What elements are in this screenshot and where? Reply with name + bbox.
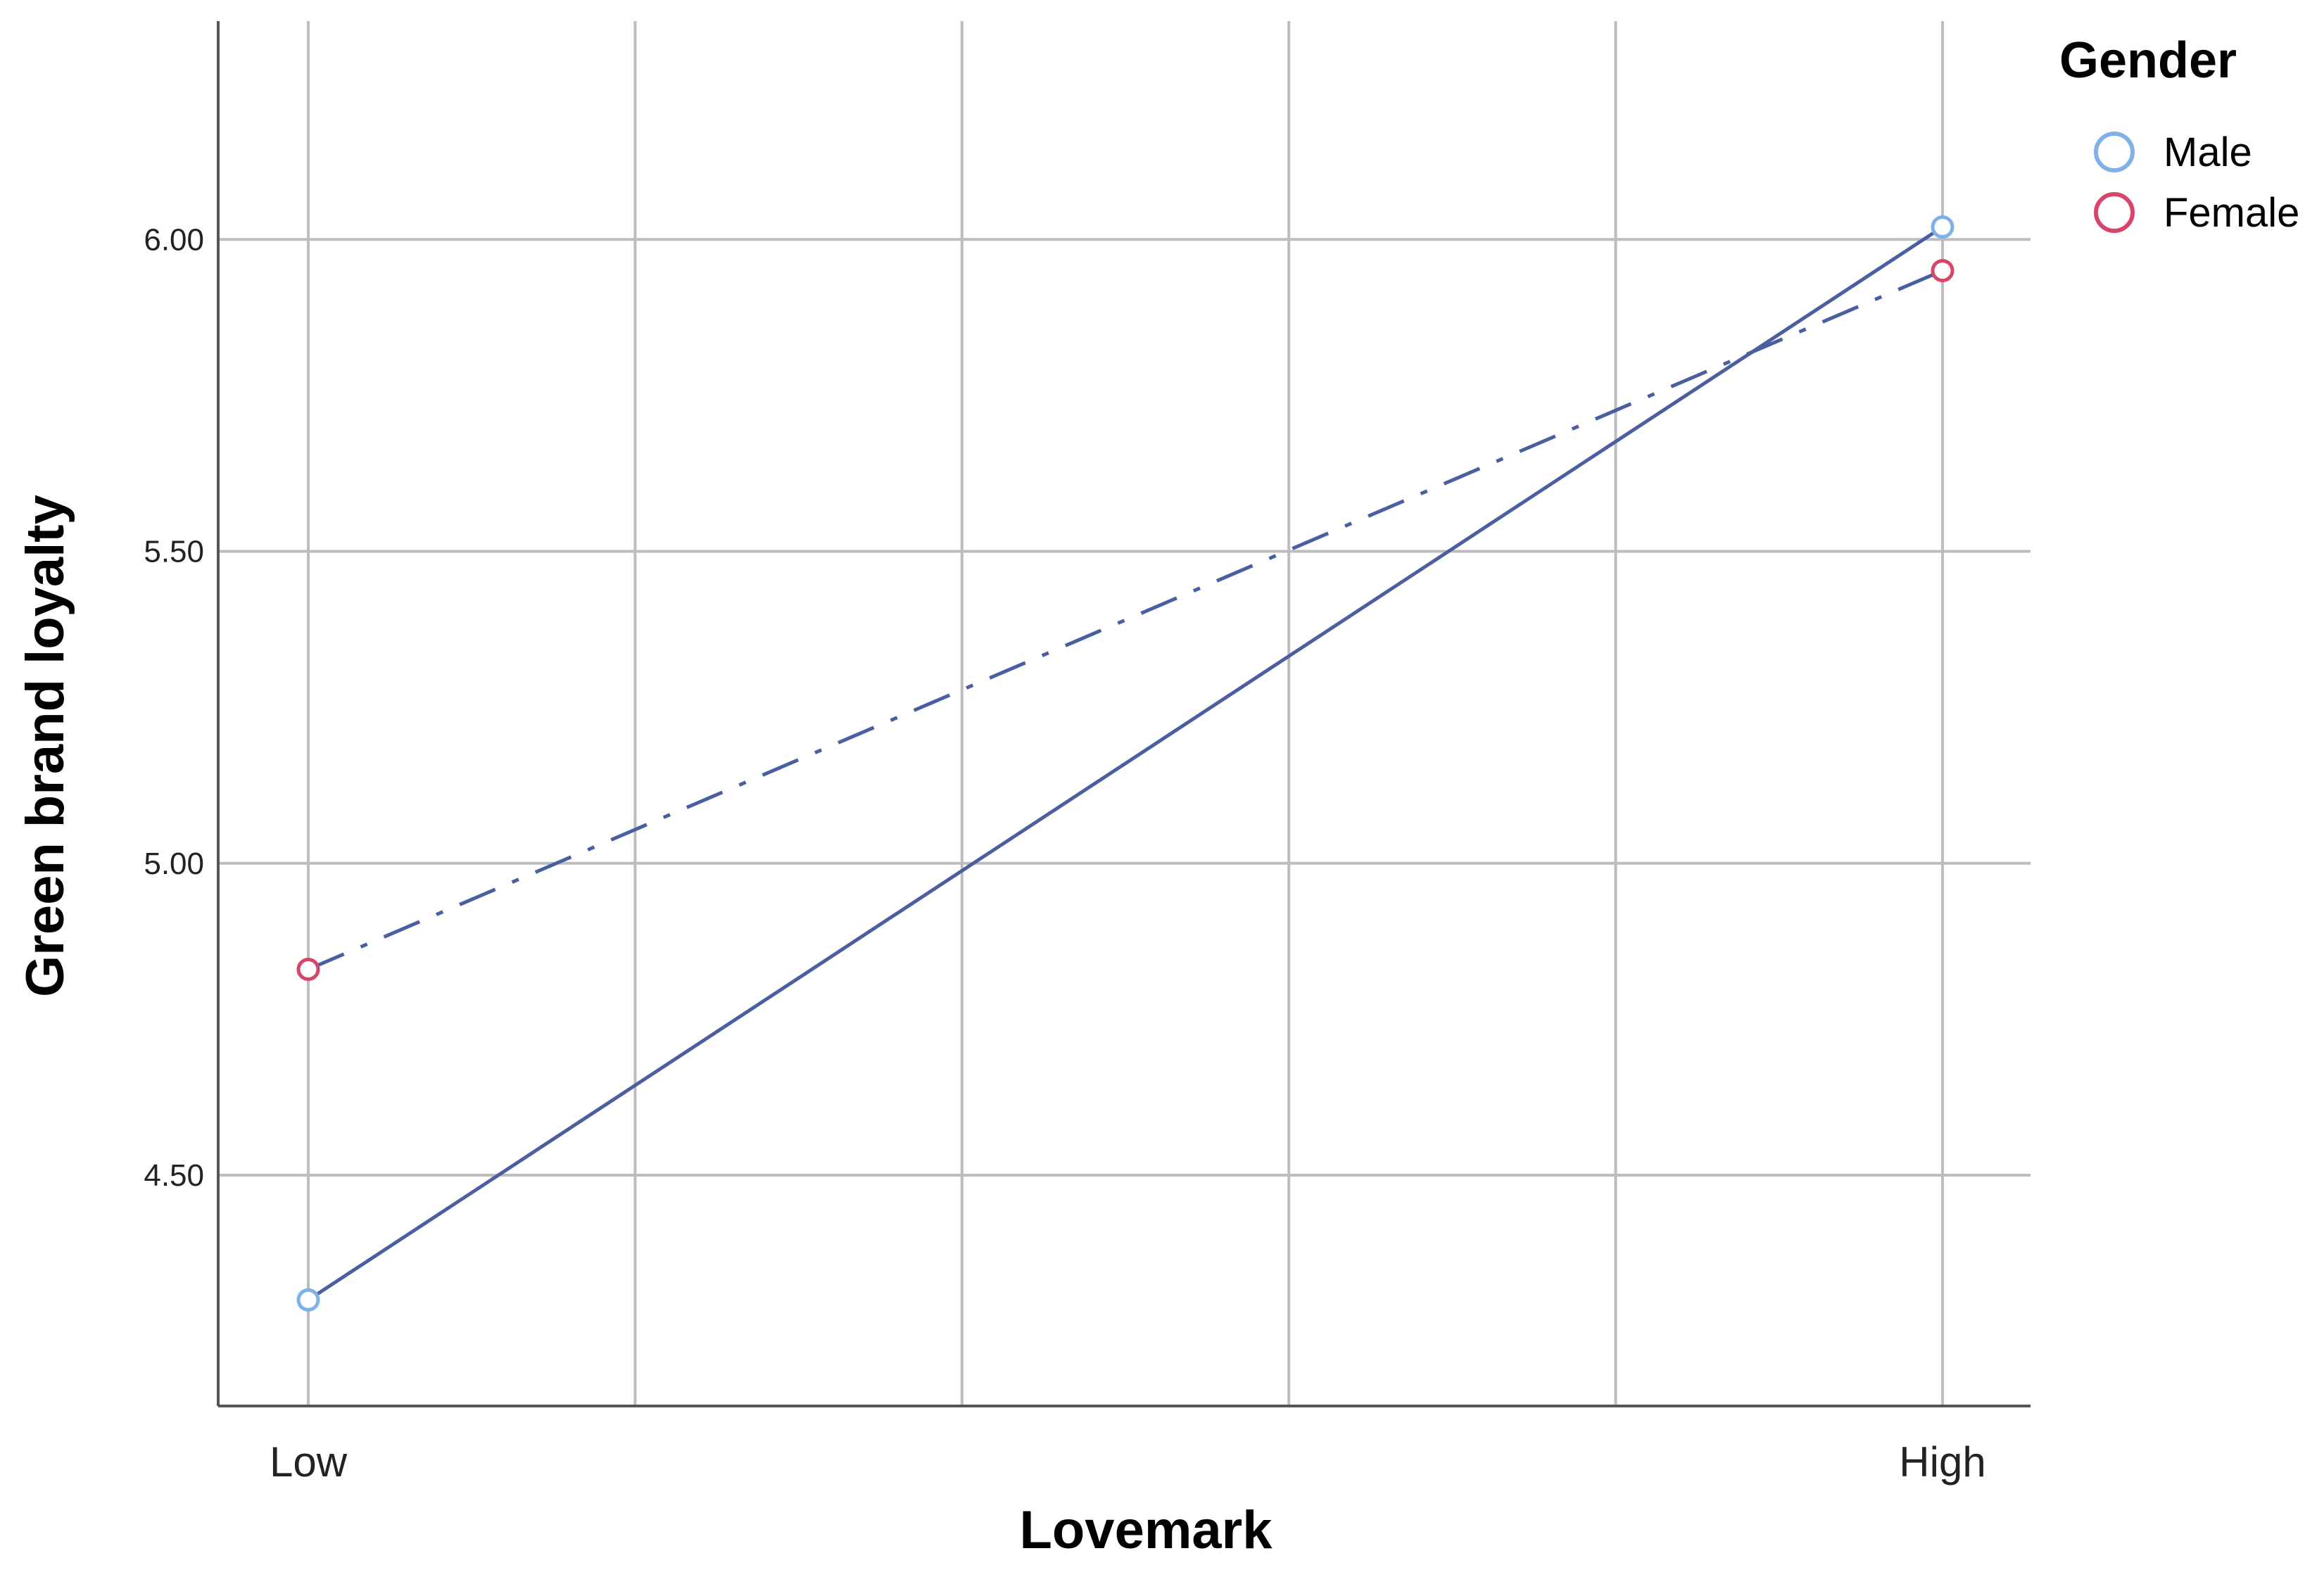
- series-layer: [307, 225, 1944, 1302]
- data-point-female: [1931, 259, 1954, 283]
- marker-layer: [296, 215, 1954, 1312]
- x-axis-title: Lovemark: [1019, 1500, 1272, 1560]
- grid-layer: [218, 21, 2031, 1406]
- y-tick-label: 6.00: [144, 222, 204, 257]
- y-tick-label: 4.50: [144, 1158, 204, 1193]
- data-point-male: [1931, 215, 1954, 239]
- y-tick-label: 5.50: [144, 535, 204, 569]
- x-tick-label: Low: [270, 1438, 348, 1486]
- legend-label-male: Male: [2164, 129, 2252, 175]
- data-point-male: [296, 1288, 320, 1312]
- legend-marker-female: [2094, 192, 2135, 233]
- legend-marker-male: [2094, 132, 2135, 172]
- y-axis-title: Green brand loyalty: [15, 495, 75, 997]
- tick-layer: 4.50 5.00 5.50 6.00 Low High: [144, 222, 1985, 1486]
- y-tick-label: 5.00: [144, 847, 204, 881]
- x-tick-label: High: [1899, 1438, 1985, 1486]
- series-line-male: [307, 225, 1944, 1302]
- legend-label-female: Female: [2164, 190, 2299, 236]
- data-point-female: [296, 957, 320, 981]
- legend-items: Male Female: [2094, 129, 2299, 236]
- legend: Gender Male Female: [2059, 32, 2299, 236]
- axis-layer: [217, 21, 2031, 1407]
- legend-title: Gender: [2059, 32, 2237, 89]
